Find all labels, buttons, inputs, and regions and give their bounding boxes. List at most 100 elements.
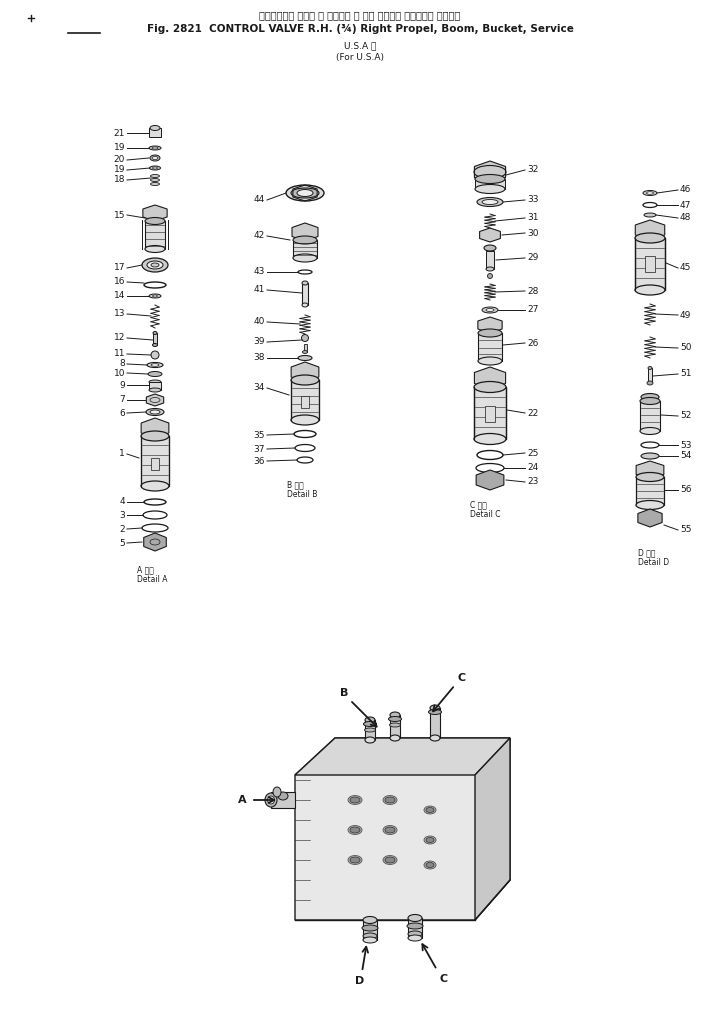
- Text: 32: 32: [527, 166, 539, 175]
- Text: 40: 40: [254, 318, 265, 327]
- Text: 15: 15: [113, 211, 125, 220]
- Ellipse shape: [293, 236, 317, 244]
- Text: C: C: [458, 673, 466, 683]
- Polygon shape: [295, 738, 510, 920]
- Ellipse shape: [362, 925, 378, 931]
- Ellipse shape: [348, 825, 362, 835]
- Text: 5: 5: [119, 539, 125, 548]
- Ellipse shape: [145, 246, 165, 253]
- Text: 19: 19: [113, 166, 125, 175]
- Text: 26: 26: [527, 338, 539, 347]
- Polygon shape: [474, 161, 505, 183]
- Ellipse shape: [475, 175, 505, 184]
- Ellipse shape: [301, 334, 309, 341]
- Ellipse shape: [478, 357, 502, 365]
- Text: 35: 35: [254, 431, 265, 440]
- Text: 52: 52: [680, 411, 691, 420]
- Ellipse shape: [428, 709, 441, 714]
- Ellipse shape: [636, 473, 664, 481]
- Text: 47: 47: [680, 200, 691, 210]
- Ellipse shape: [302, 303, 308, 307]
- Ellipse shape: [363, 933, 377, 939]
- Bar: [301, 396, 309, 408]
- Bar: [636, 477, 664, 505]
- Text: 22: 22: [527, 408, 539, 417]
- Text: 36: 36: [254, 456, 265, 466]
- Ellipse shape: [350, 797, 360, 803]
- Ellipse shape: [265, 793, 277, 807]
- Ellipse shape: [385, 857, 395, 862]
- Ellipse shape: [348, 855, 362, 865]
- Bar: [153, 333, 157, 345]
- Text: 21: 21: [114, 128, 125, 138]
- Bar: [635, 238, 665, 290]
- Ellipse shape: [348, 796, 362, 805]
- Text: 42: 42: [254, 231, 265, 241]
- Ellipse shape: [363, 937, 377, 943]
- Ellipse shape: [641, 394, 659, 401]
- Text: 8: 8: [119, 360, 125, 368]
- Bar: [430, 708, 440, 738]
- Ellipse shape: [385, 827, 395, 833]
- Ellipse shape: [389, 723, 400, 727]
- Bar: [291, 380, 319, 420]
- Text: 44: 44: [254, 195, 265, 205]
- Text: 14: 14: [114, 292, 125, 300]
- Text: 7: 7: [119, 396, 125, 404]
- Ellipse shape: [142, 258, 168, 272]
- Polygon shape: [638, 509, 662, 527]
- Ellipse shape: [365, 717, 375, 723]
- Bar: [478, 333, 502, 361]
- Text: 13: 13: [113, 309, 125, 319]
- Ellipse shape: [475, 184, 505, 193]
- Ellipse shape: [147, 261, 163, 269]
- Ellipse shape: [641, 453, 659, 458]
- Text: 34: 34: [254, 383, 265, 393]
- Ellipse shape: [482, 199, 498, 205]
- Polygon shape: [291, 362, 319, 382]
- Text: 41: 41: [254, 286, 265, 294]
- Ellipse shape: [148, 371, 162, 376]
- Ellipse shape: [484, 245, 496, 251]
- Text: 24: 24: [527, 464, 539, 473]
- Ellipse shape: [149, 146, 161, 150]
- Ellipse shape: [424, 836, 436, 844]
- Ellipse shape: [424, 861, 436, 869]
- Ellipse shape: [291, 188, 319, 198]
- Ellipse shape: [426, 838, 434, 843]
- Text: C 詳細
Detail C: C 詳細 Detail C: [470, 500, 500, 519]
- Ellipse shape: [149, 294, 161, 298]
- Bar: [474, 387, 506, 439]
- Ellipse shape: [291, 375, 319, 386]
- Ellipse shape: [152, 156, 158, 159]
- Bar: [145, 221, 165, 249]
- Ellipse shape: [278, 792, 288, 800]
- Polygon shape: [143, 205, 167, 221]
- Text: 17: 17: [113, 263, 125, 272]
- Text: 29: 29: [527, 254, 539, 262]
- Ellipse shape: [147, 363, 163, 367]
- Text: 53: 53: [680, 441, 691, 449]
- Ellipse shape: [647, 192, 653, 194]
- Ellipse shape: [643, 190, 657, 195]
- Text: 10: 10: [113, 368, 125, 377]
- Ellipse shape: [151, 179, 159, 182]
- Ellipse shape: [640, 398, 660, 404]
- Text: A 詳細
Detail A: A 詳細 Detail A: [137, 565, 167, 584]
- Ellipse shape: [151, 263, 159, 267]
- Text: 39: 39: [254, 337, 265, 346]
- Ellipse shape: [430, 705, 440, 711]
- Bar: [151, 458, 159, 470]
- Ellipse shape: [385, 797, 395, 803]
- Ellipse shape: [408, 915, 422, 921]
- Text: 12: 12: [114, 333, 125, 342]
- Text: D 詳細
Detail D: D 詳細 Detail D: [638, 548, 669, 567]
- Ellipse shape: [383, 796, 397, 805]
- Ellipse shape: [145, 218, 165, 224]
- Bar: [141, 436, 169, 486]
- Ellipse shape: [151, 175, 159, 178]
- Ellipse shape: [151, 183, 159, 185]
- Text: 38: 38: [254, 354, 265, 363]
- Text: 55: 55: [680, 525, 691, 535]
- Text: 18: 18: [113, 176, 125, 184]
